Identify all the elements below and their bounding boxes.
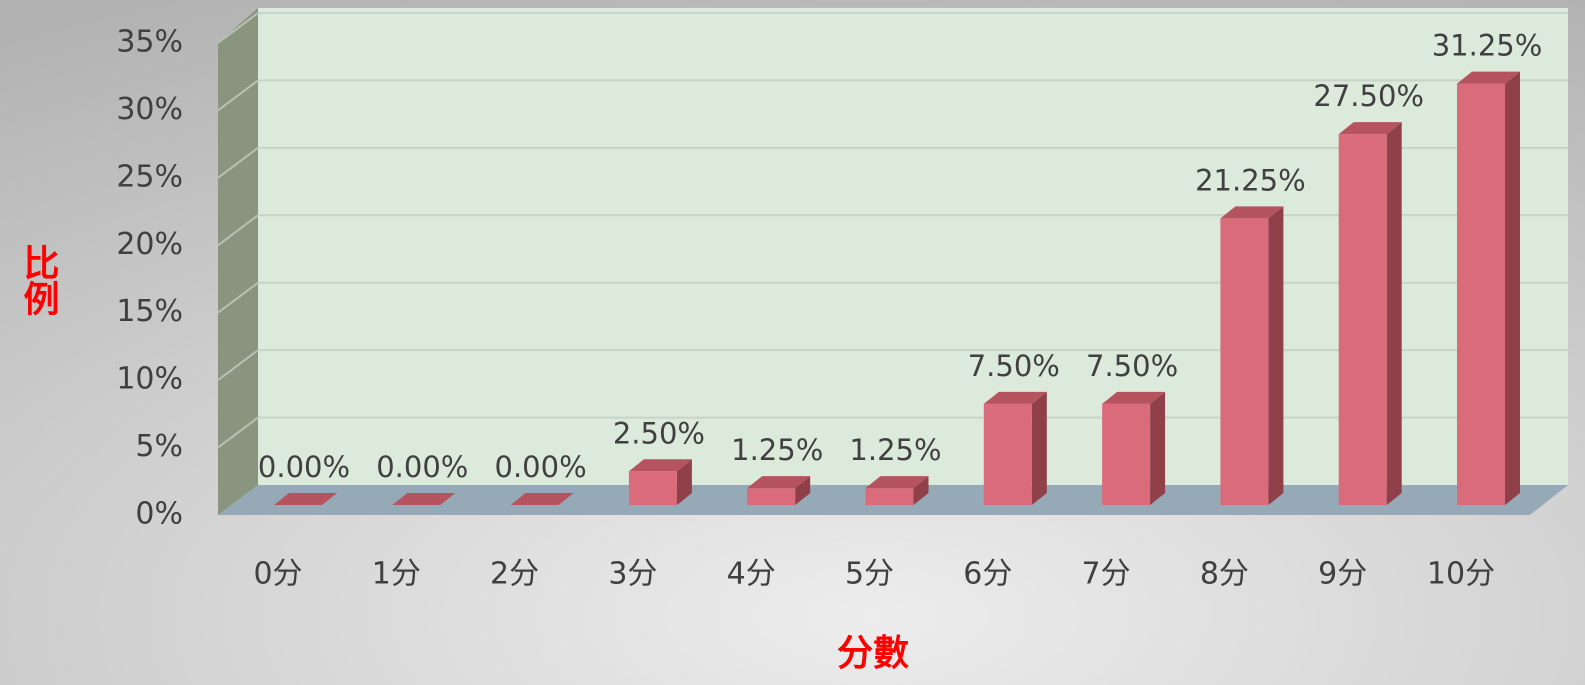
y-tick-label: 30%	[116, 92, 183, 127]
bar-side	[913, 476, 929, 505]
bar-top	[983, 391, 1047, 404]
value-label: 0.00%	[258, 450, 350, 484]
grid-line	[217, 349, 259, 381]
bar	[1457, 83, 1505, 506]
y-tick-label: 25%	[116, 159, 183, 194]
bars: 0.00% 0.00% 0.00% 2.50% 1.25% 1.25% 7.50% 7.50%…	[258, 29, 1543, 506]
bar-top	[274, 493, 337, 505]
bar-top	[865, 476, 929, 489]
value-label: 0.00%	[376, 450, 468, 484]
y-tick-label: 10%	[116, 362, 183, 397]
x-tick-label: 10分	[1427, 557, 1495, 592]
y-tick-label: 5%	[135, 429, 183, 464]
x-tick-label: 6分	[963, 557, 1012, 592]
grid-line	[217, 214, 259, 247]
x-axis-title: 分數	[837, 633, 909, 674]
bar-side	[1505, 71, 1520, 506]
bar-side	[1386, 122, 1402, 506]
grid-line	[217, 416, 259, 449]
value-label: 0.00%	[495, 450, 587, 484]
x-tick-label: 2分	[490, 557, 539, 592]
value-label: 2.50%	[613, 416, 705, 450]
bar-side	[676, 459, 692, 505]
bar-top	[392, 493, 456, 505]
x-tick-label: 9分	[1318, 557, 1367, 592]
side-wall	[218, 8, 258, 515]
bar-side	[1268, 206, 1284, 505]
x-tick-label: 7分	[1082, 557, 1131, 592]
y-axis-title: 比例	[18, 244, 60, 316]
bar-top	[1457, 71, 1520, 84]
grid-line	[217, 147, 259, 179]
bar-top	[628, 459, 692, 472]
bar	[1338, 134, 1387, 505]
y-tick-label: 15%	[116, 294, 183, 329]
value-label: 7.50%	[1086, 349, 1178, 383]
x-tick-label: 3分	[608, 557, 657, 592]
grid-line	[217, 281, 259, 314]
bar	[628, 471, 677, 505]
x-tick-label: 1分	[372, 557, 421, 592]
grid-line	[217, 79, 259, 112]
bar-top	[1220, 206, 1284, 219]
bar-top	[1338, 122, 1402, 135]
bar	[1220, 218, 1269, 505]
x-tick-label: 0分	[253, 557, 302, 592]
bar	[1102, 403, 1151, 505]
y-tick-label: 0%	[135, 497, 183, 532]
bar	[747, 488, 796, 505]
bar-top	[747, 476, 811, 489]
value-label: 7.50%	[968, 349, 1060, 383]
x-tick-label: 4分	[727, 557, 776, 592]
x-tick-label: 8分	[1200, 557, 1249, 592]
y-tick-label: 20%	[116, 227, 183, 262]
value-label: 31.25%	[1432, 29, 1543, 63]
bar	[983, 403, 1032, 505]
grid-line	[217, 12, 259, 44]
value-label: 21.25%	[1195, 163, 1306, 197]
bar-top	[1102, 391, 1166, 404]
value-label: 27.50%	[1313, 79, 1424, 113]
bar-side	[1150, 391, 1166, 505]
x-tick-label: 5分	[845, 557, 894, 592]
bar-side	[795, 476, 811, 505]
value-label: 1.25%	[849, 433, 941, 467]
bar	[865, 488, 914, 505]
value-label: 1.25%	[731, 433, 823, 467]
bar-top	[510, 493, 574, 505]
y-tick-label: 35%	[116, 25, 183, 60]
bar-side	[1031, 391, 1047, 505]
